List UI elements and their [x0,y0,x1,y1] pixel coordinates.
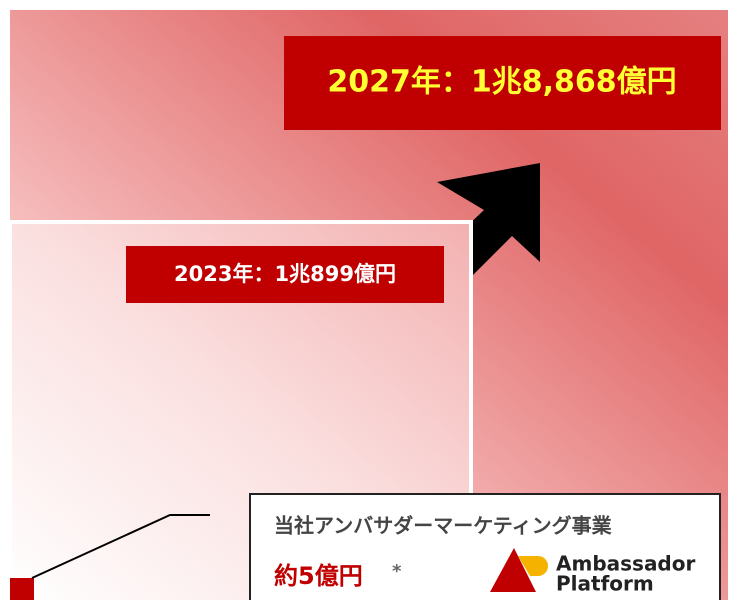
current-label: 2023年：1兆899億円 [174,262,396,286]
logo-icon-red [490,548,536,592]
amount: 約5億円 [274,562,363,590]
logo-icon-yellow [518,556,548,576]
business-label: 当社アンバサダーマーケティング事業 [274,514,613,538]
future-label: 2027年：1兆8,868億円 [327,65,676,100]
leader-line [31,514,210,579]
future-label-box [284,36,721,130]
current-label-box [126,246,444,303]
logo-text: Ambassador [556,552,695,576]
logo-text: Platform [556,572,654,596]
company-marker [10,578,34,600]
company-box [249,493,721,604]
note-mark: * [392,561,402,582]
